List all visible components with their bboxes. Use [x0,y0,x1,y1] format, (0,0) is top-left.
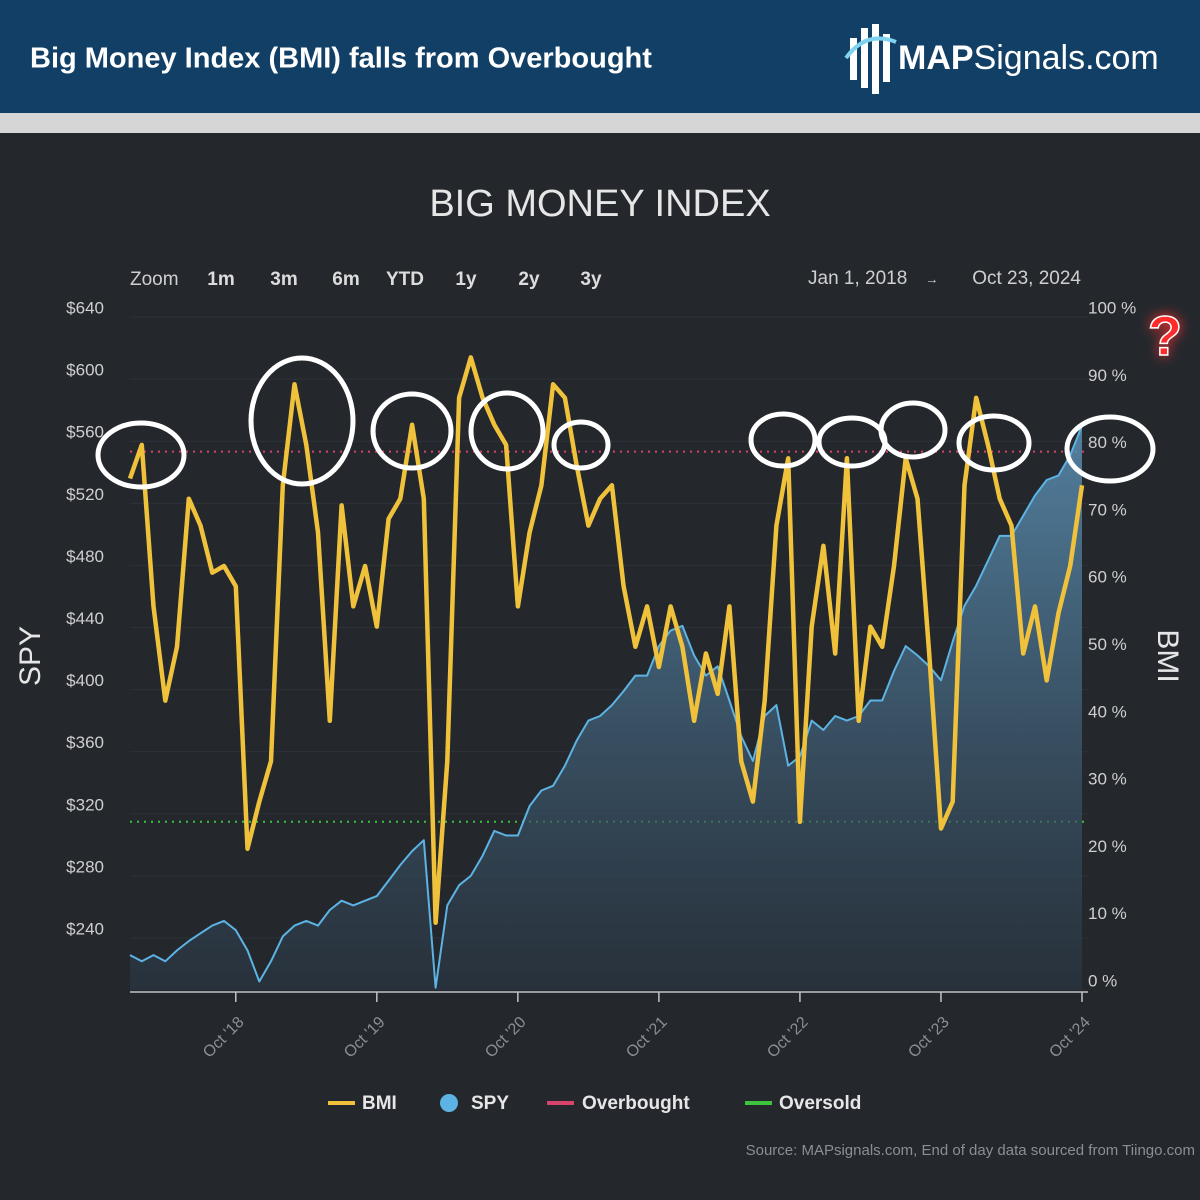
y-tick-label: $400 [66,671,104,690]
y-tick-label: $320 [66,795,104,814]
bmi-line [127,355,1085,925]
zoom-button[interactable]: 3y [580,269,602,290]
range-to: Oct 23, 2024 [972,268,1081,289]
y2-tick-label: 10 % [1088,904,1127,923]
plot-area: $240 $280 $320 $360 $400 $440 $480 $520 $560 $600… [66,269,1136,1114]
y2-tick-label: 90 % [1088,366,1127,385]
header-title: Big Money Index (BMI) falls from Overbou… [30,43,652,75]
y2-tick-label: 40 % [1088,702,1127,721]
y-tick-label: $480 [66,547,104,566]
y-tick-label: $280 [66,857,104,876]
y-tick-label: $600 [66,361,104,380]
range-arrow: → [926,271,939,286]
zoom-button[interactable]: YTD [386,269,424,290]
highlight-circles [95,355,1156,490]
y2-tick-label: 20 % [1088,837,1127,856]
zoom-label: Zoom [130,269,179,290]
legend-label: SPY [471,1093,509,1114]
y-tick-label: $360 [66,733,104,752]
y2-tick-label: 60 % [1088,568,1127,587]
legend-label: BMI [362,1093,397,1114]
x-tick-label: Oct '21 [623,1014,671,1062]
range-from: Jan 1, 2018 [808,268,907,289]
x-tick-label: Oct '19 [341,1014,389,1062]
y2-tick-label: 100 % [1088,298,1136,317]
spy-line [129,425,1083,989]
y-tick-label: $440 [66,609,104,628]
x-tick-label: Oct '18 [200,1014,248,1062]
x-tick-label: Oct '20 [482,1014,530,1062]
logo-icon [844,24,897,94]
header-band [0,0,1200,113]
header-strip [0,113,1200,133]
zoom-button[interactable]: 6m [332,269,359,290]
legend-label: Overbought [582,1093,690,1114]
y2-tick-label: 30 % [1088,770,1127,789]
question-mark: ? [1148,304,1182,367]
y2-tick-label: 70 % [1088,500,1127,519]
legend-label: Oversold [779,1093,861,1114]
y2-tick-label: 50 % [1088,635,1127,654]
y-axis-title: SPY [14,626,47,686]
zoom-button[interactable]: 1m [207,269,234,290]
logo-rest: Signals.com [974,39,1159,77]
x-tick-label: Oct '22 [764,1014,812,1062]
logo-bold: MAP [898,39,974,77]
y-tick-label: $520 [66,485,104,504]
legend-swatch [440,1094,458,1112]
x-tick-label: Oct '23 [905,1014,953,1062]
zoom-button[interactable]: 3m [270,269,297,290]
zoom-button[interactable]: 1y [455,269,477,290]
chart-title: BIG MONEY INDEX [429,183,770,225]
y-tick-label: $240 [66,919,104,938]
y-tick-label: $640 [66,298,104,317]
zoom-button[interactable]: 2y [518,269,540,290]
y2-tick-label: 80 % [1088,433,1127,452]
area-fill [130,425,1082,990]
y2-tick-label: 0 % [1088,971,1117,990]
source-note: Source: MAPsignals.com, End of day data … [746,1142,1195,1159]
logo: MAPSignals.com [898,39,1159,77]
y-tick-label: $560 [66,423,104,442]
y2-axis-title: BMI [1151,629,1184,682]
x-tick-label: Oct '24 [1046,1014,1094,1062]
